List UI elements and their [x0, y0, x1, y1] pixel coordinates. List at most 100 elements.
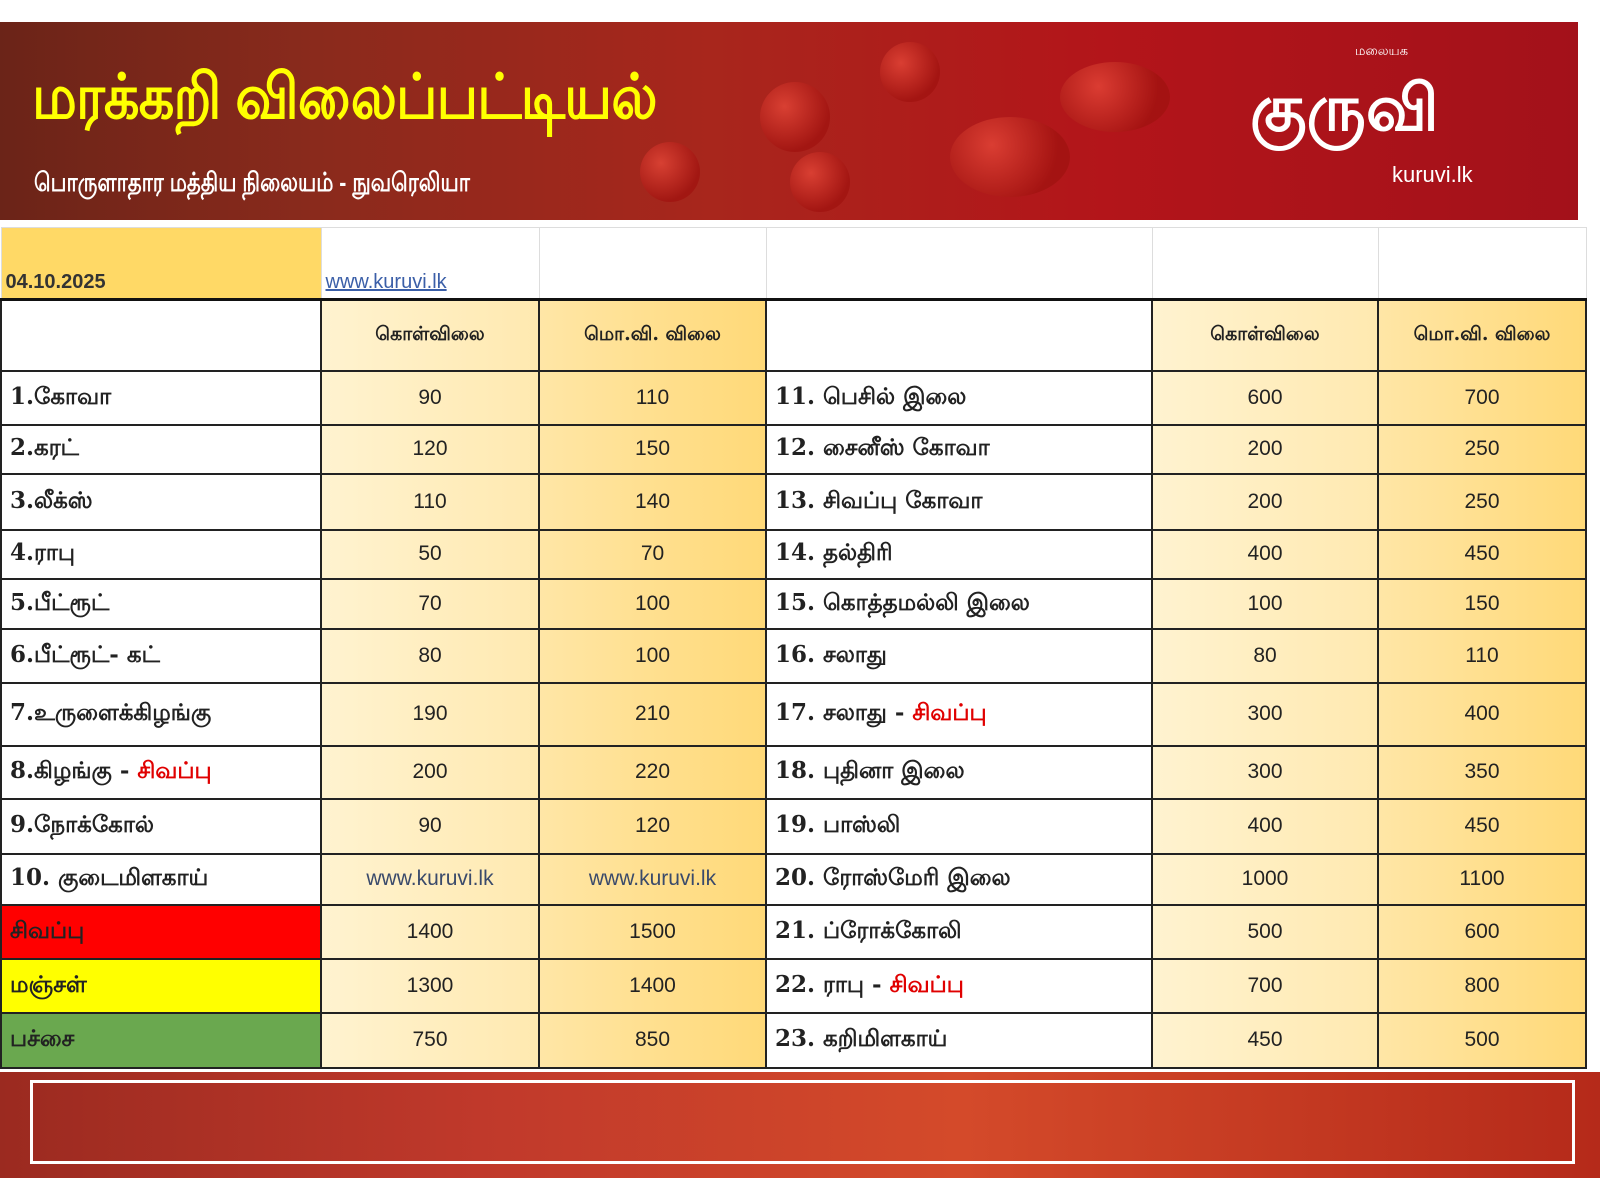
table-row: 1.கோவா 90 110 11. பெசில் இலை 600 700 — [0, 369, 1587, 426]
item-name-text: 1.கோவா — [10, 382, 112, 410]
retail-price: 450 — [1377, 528, 1587, 580]
wholesale-price: 600 — [1151, 369, 1379, 426]
item-name-text: 13. சிவப்பு கோவா — [775, 486, 983, 514]
wholesale-price: 300 — [1151, 681, 1379, 747]
retail-price: 150 — [1377, 577, 1587, 630]
retail-price: 450 — [1377, 797, 1587, 855]
item-name-text: 5.பீட்ரூட் — [10, 588, 110, 616]
price-table: 04.10.2025 www.kuruvi.lk கொள்விலை மொ.வி.… — [0, 227, 1587, 1069]
header-retail-2: மொ.வி. விலை — [1377, 298, 1587, 372]
retail-price: 1100 — [1377, 852, 1587, 906]
retail-price: 350 — [1377, 744, 1587, 800]
item-name-text: 12. சைனீஸ் கோவா — [775, 434, 990, 461]
item-name-text: 14. தல்திரி — [775, 539, 893, 566]
table-row: 3.லீக்ஸ் 110 140 13. சிவப்பு கோவா 200 250 — [0, 472, 1587, 531]
header-wholesale-2: கொள்விலை — [1151, 298, 1379, 372]
item-name: 10. குடைமிளகாய் — [0, 852, 322, 906]
item-name: 4.ராபு — [0, 528, 322, 580]
item-name: 7.உருளைக்கிழங்கு — [0, 681, 322, 747]
wholesale-price: 1000 — [1151, 852, 1379, 906]
wholesale-price: 700 — [1151, 957, 1379, 1014]
table-row: 2.கரட் 120 150 12. சைனீஸ் கோவா 200 250 — [0, 423, 1587, 475]
item-name-text: 21. ப்ரோக்கோலி — [775, 916, 962, 944]
wholesale-price: 80 — [1151, 627, 1379, 684]
top-strip — [125, 0, 1600, 22]
retail-price: 110 — [1377, 627, 1587, 684]
item-name-text: 18. புதினா இலை — [775, 757, 965, 784]
item-name: 3.லீக்ஸ் — [0, 472, 322, 531]
item-name: 12. சைனீஸ் கோவா — [765, 423, 1153, 475]
retail-price: 600 — [1377, 903, 1587, 960]
item-name-red: சிவப்பு — [912, 699, 987, 726]
retail-price: 250 — [1377, 423, 1587, 475]
wholesale-price: 200 — [1151, 472, 1379, 531]
footer-banner — [0, 1072, 1600, 1178]
item-name: 14. தல்திரி — [765, 528, 1153, 580]
wholesale-price: 190 — [320, 681, 540, 747]
item-name-text: 11. பெசில் இலை — [775, 382, 967, 410]
wholesale-price: 400 — [1151, 797, 1379, 855]
date-label: 04.10.2025 — [0, 227, 322, 301]
wholesale-price: 110 — [320, 472, 540, 531]
item-name: 20. ரோஸ்மேரி இலை — [765, 852, 1153, 906]
item-name: 1.கோவா — [0, 369, 322, 426]
item-name-text: 10. குடைமிளகாய் — [10, 864, 209, 891]
item-name-text: 19. பாஸ்லி — [775, 811, 901, 838]
item-name: 22. ராபு - சிவப்பு — [765, 957, 1153, 1014]
item-name: 11. பெசில் இலை — [765, 369, 1153, 426]
item-name-text: 4.ராபு — [10, 539, 76, 566]
item-name: 19. பாஸ்லி — [765, 797, 1153, 855]
table-row: 6.பீட்ரூட்- கட் 80 100 16. சலாது 80 110 — [0, 627, 1587, 684]
item-name: 8.கிழங்கு - சிவப்பு — [0, 744, 322, 800]
logo-main-text: குருவி — [1250, 71, 1439, 146]
retail-price: 140 — [538, 472, 767, 531]
retail-price: 700 — [1377, 369, 1587, 426]
item-name: 17. சலாது - சிவப்பு — [765, 681, 1153, 747]
wholesale-price: 500 — [1151, 903, 1379, 960]
item-name: 23. கறிமிளகாய் — [765, 1011, 1153, 1069]
table-row: 4.ராபு 50 70 14. தல்திரி 400 450 — [0, 528, 1587, 580]
item-name-text: 6.பீட்ரூட்- கட் — [10, 640, 160, 668]
wholesale-price: 1400 — [320, 903, 540, 960]
item-name: 16. சலாது — [765, 627, 1153, 684]
retail-price: 150 — [538, 423, 767, 475]
item-name-text: 17. சலாது - — [775, 699, 913, 726]
header-wholesale: கொள்விலை — [320, 298, 540, 372]
table-row: 9.நோக்கோல் 90 120 19. பாஸ்லி 400 450 — [0, 797, 1587, 855]
wholesale-price: 50 — [320, 528, 540, 580]
item-name-text: 23. கறிமிளகாய் — [775, 1025, 948, 1052]
item-name: 6.பீட்ரூட்- கட் — [0, 627, 322, 684]
item-name-text: 20. ரோஸ்மேரி இலை — [775, 864, 1011, 891]
item-name-text: 3.லீக்ஸ் — [10, 486, 93, 514]
retail-price: 850 — [538, 1011, 767, 1069]
retail-price: www.kuruvi.lk — [538, 852, 767, 906]
table-row: சிவப்பு 1400 1500 21. ப்ரோக்கோலி 500 600 — [0, 903, 1587, 960]
wholesale-price: 750 — [320, 1011, 540, 1069]
item-name-text: 2.கரட் — [10, 434, 79, 461]
item-name: 18. புதினா இலை — [765, 744, 1153, 800]
table-header-row: கொள்விலை மொ.வி. விலை கொள்விலை மொ.வி. வில… — [0, 298, 1587, 372]
item-name: பச்சை — [0, 1011, 322, 1069]
retail-price: 70 — [538, 528, 767, 580]
wholesale-price: 80 — [320, 627, 540, 684]
retail-price: 800 — [1377, 957, 1587, 1014]
item-name-red: சிவப்பு — [137, 757, 212, 784]
item-name-text: 16. சலாது — [775, 640, 887, 668]
retail-price: 220 — [538, 744, 767, 800]
item-name-text: சிவப்பு — [10, 916, 85, 944]
table-row: 5.பீட்ரூட் 70 100 15. கொத்தமல்லி இலை 100 150 — [0, 577, 1587, 630]
table-row: 8.கிழங்கு - சிவப்பு 200 220 18. புதினா இலை 3… — [0, 744, 1587, 800]
item-name: மஞ்சள் — [0, 957, 322, 1014]
item-name: 13. சிவப்பு கோவா — [765, 472, 1153, 531]
table-row: பச்சை 750 850 23. கறிமிளகாய் 450 500 — [0, 1011, 1587, 1069]
retail-price: 1500 — [538, 903, 767, 960]
item-name: 21. ப்ரோக்கோலி — [765, 903, 1153, 960]
item-name: சிவப்பு — [0, 903, 322, 960]
kuruvi-logo: மலையக குருவி kuruvi.lk — [1250, 42, 1510, 217]
retail-price: 120 — [538, 797, 767, 855]
wholesale-price: 70 — [320, 577, 540, 630]
page-title: மரக்கறி விலைப்பட்டியல் — [32, 63, 658, 132]
page-subtitle: பொருளாதார மத்திய நிலையம் - நுவரெலியா — [34, 167, 470, 197]
wholesale-price: 90 — [320, 369, 540, 426]
website-link[interactable]: www.kuruvi.lk — [325, 271, 447, 293]
